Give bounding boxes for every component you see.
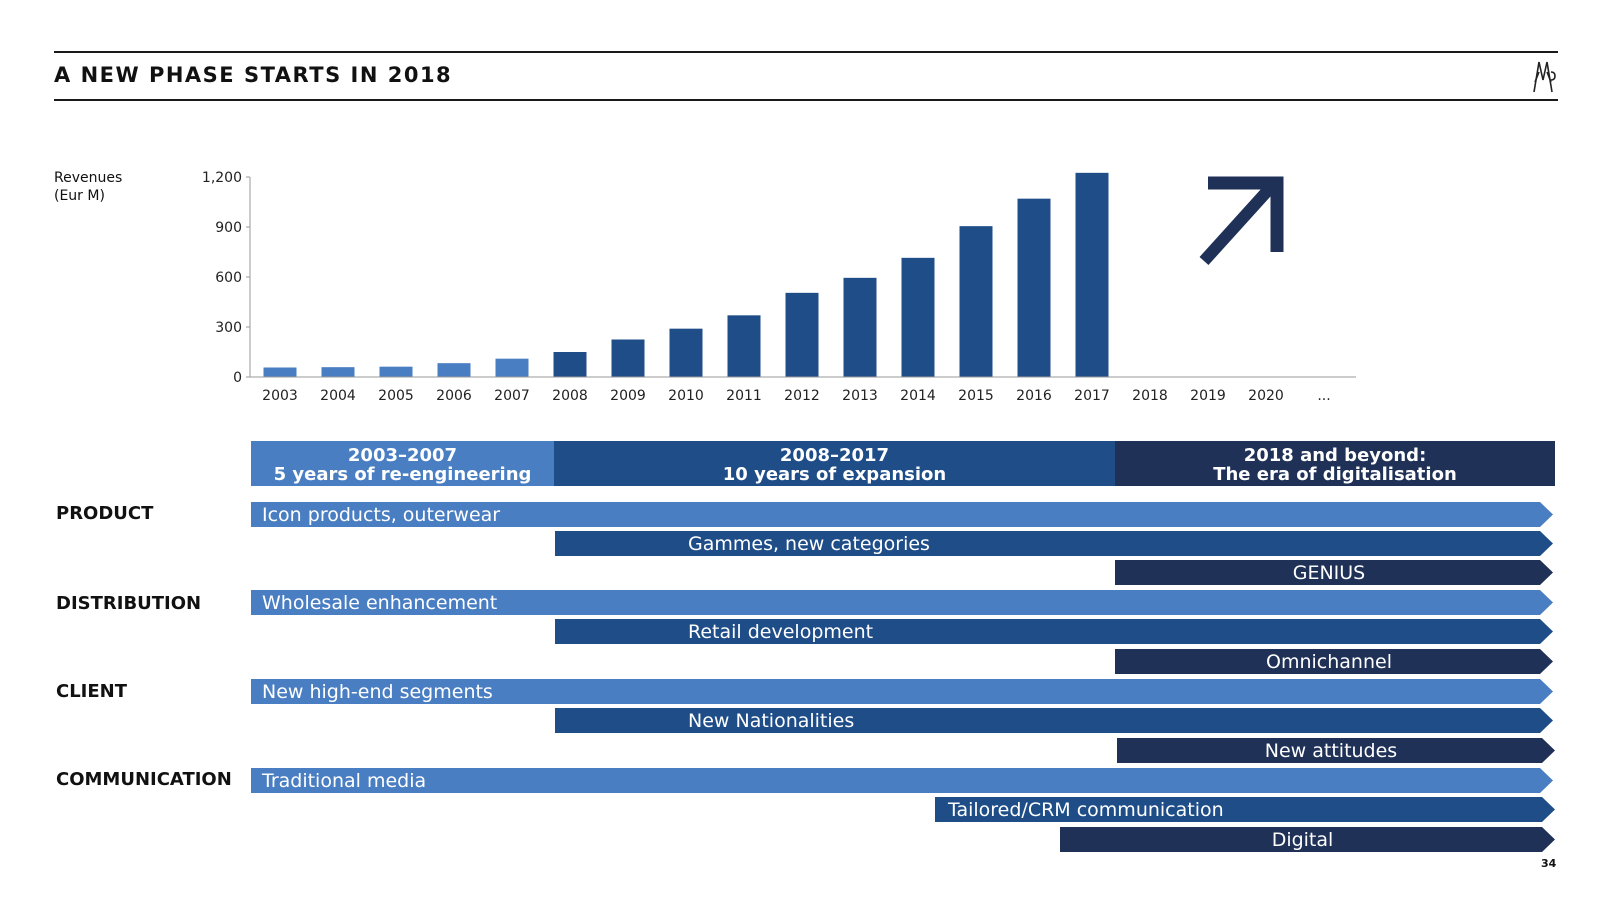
- y-tick-label: 900: [215, 220, 242, 236]
- era-digitalisation-years: 2018 and beyond:: [1243, 444, 1427, 466]
- page-number: 34: [1541, 857, 1557, 870]
- bar-gammes-new-categories: Gammes, new categories: [555, 531, 1553, 556]
- y-tick-label: 600: [215, 270, 242, 286]
- x-tick-label: 2020: [1248, 388, 1284, 404]
- bar-2016: [1017, 198, 1051, 377]
- x-tick-label: 2008: [552, 388, 588, 404]
- brand-logo-icon: [1533, 61, 1556, 93]
- title-underline: [54, 99, 1558, 101]
- bar-new-high-end-segments: New high-end segments: [251, 679, 1553, 704]
- x-tick-label: ...: [1317, 388, 1330, 404]
- bar-2010: [669, 328, 703, 377]
- bar-traditional-media: Traditional media: [251, 768, 1553, 793]
- x-tick-label: 2009: [610, 388, 646, 404]
- page-title: A NEW PHASE STARTS IN 2018: [54, 63, 453, 87]
- bar-2004: [321, 367, 355, 377]
- y-tick-label: 0: [233, 370, 242, 386]
- y-tick-label: 300: [215, 320, 242, 336]
- bar-2005: [379, 366, 413, 377]
- x-tick-label: 2017: [1074, 388, 1110, 404]
- y-tick-label: 1,200: [202, 170, 242, 186]
- bar-2009: [611, 339, 645, 377]
- bar-genius: GENIUS: [1115, 560, 1553, 585]
- bar-tailored-crm-communication: Tailored/CRM communication: [935, 797, 1555, 822]
- revenue-chart: 0 300 600 900 1,200 2003 2004 2005 2006 2007 2008…: [202, 170, 1356, 404]
- era-digitalisation-caption: The era of digitalisation: [1213, 463, 1457, 485]
- era-expansion-caption: 10 years of expansion: [722, 463, 947, 485]
- bar-new-attitudes: New attitudes: [1117, 738, 1555, 763]
- bar-2013: [843, 277, 877, 377]
- bar-2017: [1075, 172, 1109, 377]
- x-ticks: 2003 2004 2005 2006 2007 2008 2009 2010 2011 2012…: [262, 388, 1331, 404]
- y-axis-label: Revenues (Eur M): [54, 169, 122, 205]
- bar-digital: Digital: [1060, 827, 1555, 852]
- bar-new-nationalities: New Nationalities: [555, 708, 1553, 733]
- bar-wholesale-enhancement: Wholesale enhancement: [251, 590, 1553, 615]
- x-tick-label: 2013: [842, 388, 878, 404]
- x-tick-label: 2005: [378, 388, 414, 404]
- y-ticks: 0 300 600 900 1,200: [202, 170, 250, 386]
- era-reengineering: 2003–2007 5 years of re-engineering: [251, 441, 554, 486]
- x-tick-label: 2003: [262, 388, 298, 404]
- bar-2015: [959, 226, 993, 377]
- category-communication: COMMUNICATION: [56, 769, 232, 790]
- era-digitalisation: 2018 and beyond: The era of digitalisati…: [1115, 441, 1555, 486]
- up-right-arrow-icon: [1199, 176, 1284, 266]
- bar-2007: [495, 358, 529, 377]
- x-tick-label: 2012: [784, 388, 820, 404]
- era-reengineering-years: 2003–2007: [347, 444, 458, 466]
- x-tick-label: 2015: [958, 388, 994, 404]
- chart-bars: [263, 172, 1109, 377]
- y-axis-label-line1: Revenues: [54, 170, 123, 186]
- bar-2012: [785, 292, 819, 377]
- bar-2003: [263, 367, 297, 377]
- y-axis-label-line2: (Eur M): [54, 188, 105, 204]
- bar-2014: [901, 257, 935, 377]
- x-tick-label: 2018: [1132, 388, 1168, 404]
- x-tick-label: 2011: [726, 388, 762, 404]
- x-tick-label: 2007: [494, 388, 530, 404]
- era-expansion-years: 2008–2017: [779, 444, 890, 466]
- x-tick-label: 2019: [1190, 388, 1226, 404]
- category-distribution: DISTRIBUTION: [56, 593, 202, 614]
- bar-2008: [553, 352, 587, 377]
- era-reengineering-caption: 5 years of re-engineering: [273, 463, 532, 485]
- x-tick-label: 2004: [320, 388, 356, 404]
- bar-retail-development: Retail development: [555, 619, 1553, 644]
- x-tick-label: 2006: [436, 388, 472, 404]
- era-expansion: 2008–2017 10 years of expansion: [554, 441, 1115, 486]
- bar-2011: [727, 315, 761, 377]
- bar-omnichannel: Omnichannel: [1115, 649, 1553, 674]
- top-rule: [54, 51, 1558, 53]
- bar-icon-products: Icon products, outerwear: [251, 502, 1553, 527]
- x-tick-label: 2010: [668, 388, 704, 404]
- x-tick-label: 2014: [900, 388, 936, 404]
- category-product: PRODUCT: [56, 503, 154, 524]
- x-tick-label: 2016: [1016, 388, 1052, 404]
- bar-2006: [437, 363, 471, 377]
- category-client: CLIENT: [56, 681, 128, 702]
